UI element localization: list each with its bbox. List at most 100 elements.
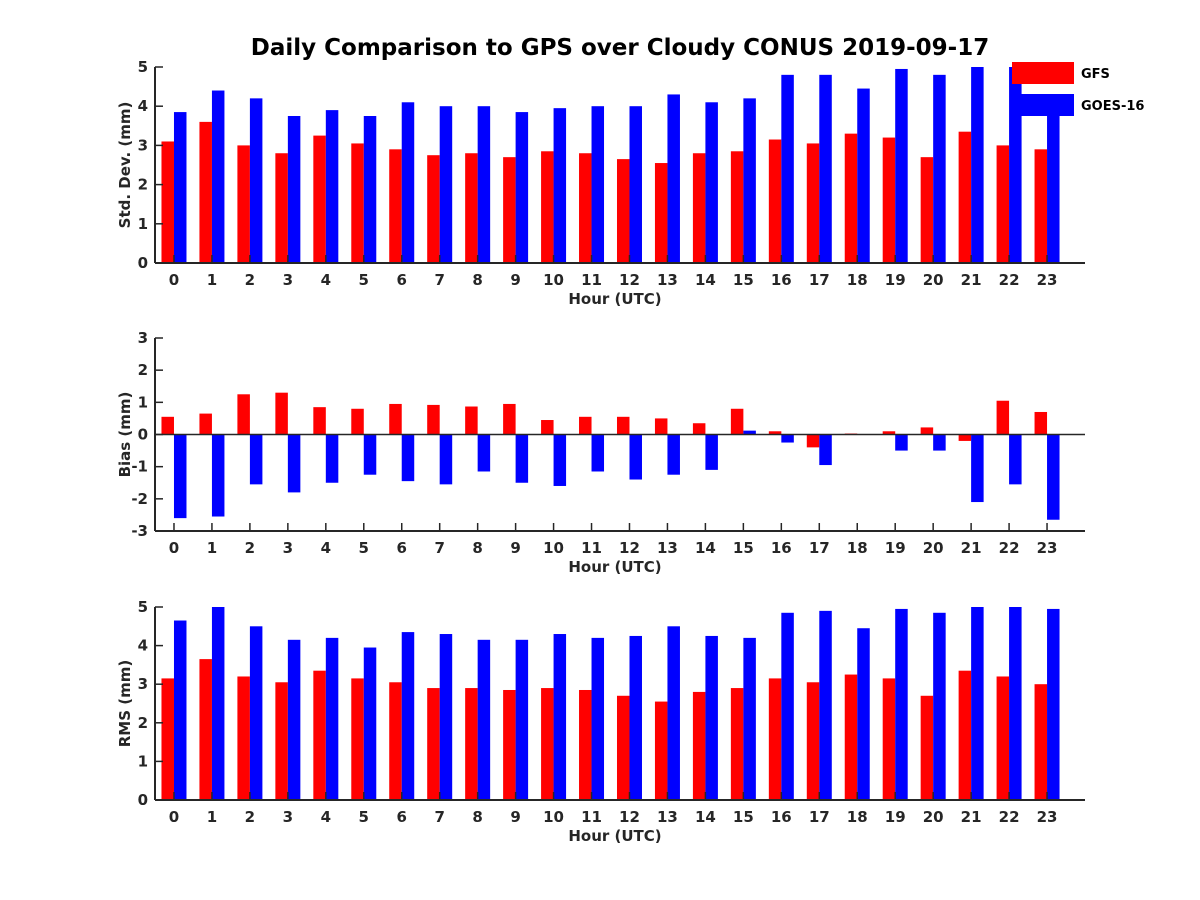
- x-tick-label: 0: [169, 539, 179, 557]
- bar-goes-16-14: [705, 635, 718, 800]
- bar-goes-16-15: [743, 98, 756, 263]
- bar-goes-16-10: [553, 108, 567, 263]
- bar-gfs-14: [692, 153, 706, 263]
- bar-goes-16-0: [173, 434, 187, 519]
- x-tick-label: 3: [283, 808, 293, 826]
- x-tick-label: 23: [1037, 539, 1058, 557]
- bar-goes-16-23: [1047, 434, 1060, 520]
- bar-goes-16-16: [781, 74, 794, 263]
- x-tick-label: 15: [733, 271, 754, 289]
- bar-gfs-22: [996, 400, 1010, 435]
- chart-title: Daily Comparison to GPS over Cloudy CONU…: [251, 35, 989, 61]
- y-tick-label: -1: [131, 458, 148, 476]
- bar-gfs-3: [275, 153, 288, 263]
- bar-gfs-12: [616, 695, 630, 800]
- y-tick-label: 2: [138, 714, 148, 732]
- bar-gfs-3: [275, 682, 288, 800]
- bar-gfs-10: [541, 420, 554, 435]
- bar-gfs-0: [161, 678, 174, 800]
- x-tick-label: 23: [1037, 808, 1058, 826]
- x-tick-label: 9: [510, 271, 520, 289]
- x-tick-label: 1: [207, 539, 217, 557]
- bar-gfs-3: [275, 392, 288, 435]
- bar-goes-16-17: [819, 74, 832, 263]
- bar-goes-16-10: [553, 634, 567, 800]
- x-tick-label: 2: [245, 808, 255, 826]
- bar-gfs-21: [958, 434, 972, 441]
- y-tick-label: 2: [138, 361, 148, 379]
- bar-goes-16-2: [249, 626, 263, 800]
- bar-gfs-12: [616, 159, 630, 263]
- y-tick-label: 5: [138, 598, 148, 616]
- x-tick-label: 20: [923, 271, 944, 289]
- bar-gfs-6: [389, 149, 402, 263]
- bar-gfs-10: [541, 151, 554, 263]
- bar-gfs-11: [579, 689, 592, 800]
- x-tick-label: 10: [543, 271, 564, 289]
- x-tick-label: 18: [847, 539, 868, 557]
- x-tick-label: 18: [847, 271, 868, 289]
- bar-goes-16-1: [211, 434, 225, 517]
- bar-gfs-9: [503, 157, 516, 263]
- bar-gfs-13: [654, 163, 668, 263]
- bar-goes-16-21: [971, 607, 984, 800]
- bar-gfs-23: [1034, 684, 1048, 800]
- x-tick-label: 13: [657, 808, 678, 826]
- x-tick-label: 7: [434, 808, 444, 826]
- y-tick-label: 4: [138, 637, 148, 655]
- bar-goes-16-6: [401, 102, 415, 263]
- bar-gfs-2: [237, 676, 250, 800]
- bar-goes-16-22: [1009, 434, 1022, 485]
- bar-goes-16-11: [591, 106, 605, 263]
- bar-gfs-22: [996, 676, 1010, 800]
- x-tick-label: 21: [961, 539, 982, 557]
- bar-goes-16-7: [439, 434, 453, 485]
- bar-gfs-9: [503, 403, 516, 435]
- x-tick-label: 3: [283, 271, 293, 289]
- x-tick-label: 14: [695, 808, 716, 826]
- bar-goes-16-9: [515, 639, 529, 800]
- y-tick-label: -2: [131, 490, 148, 508]
- bar-gfs-9: [503, 689, 516, 800]
- y-tick-label: 3: [138, 136, 148, 154]
- bar-goes-16-22: [1009, 607, 1022, 800]
- y-tick-label: 0: [138, 254, 148, 272]
- bar-gfs-21: [958, 131, 972, 263]
- bar-goes-16-2: [249, 434, 263, 485]
- x-tick-label: 16: [771, 539, 792, 557]
- bar-goes-16-12: [629, 106, 642, 263]
- x-tick-label: 17: [809, 539, 830, 557]
- x-tick-label: 16: [771, 808, 792, 826]
- bar-goes-16-10: [553, 434, 567, 486]
- bar-gfs-16: [768, 431, 782, 435]
- x-tick-label: 5: [359, 539, 369, 557]
- x-tick-label: 8: [472, 539, 482, 557]
- x-axis-label: Hour (UTC): [568, 827, 661, 845]
- x-tick-label: 8: [472, 808, 482, 826]
- bar-goes-16-19: [895, 68, 908, 264]
- bar-goes-16-9: [515, 112, 529, 263]
- y-tick-label: -3: [131, 522, 148, 540]
- bar-goes-16-12: [629, 635, 642, 800]
- x-tick-label: 4: [321, 271, 331, 289]
- bar-goes-16-3: [287, 639, 301, 800]
- bar-gfs-1: [199, 413, 212, 435]
- y-tick-label: 3: [138, 675, 148, 693]
- x-tick-label: 11: [581, 271, 602, 289]
- y-axis-label: Std. Dev. (mm): [116, 102, 134, 229]
- bar-gfs-5: [351, 678, 364, 800]
- bar-goes-16-15: [743, 430, 756, 435]
- x-tick-label: 8: [472, 271, 482, 289]
- bar-gfs-5: [351, 143, 364, 263]
- bar-goes-16-0: [173, 620, 187, 800]
- bar-gfs-21: [958, 670, 972, 800]
- bar-goes-16-20: [933, 434, 946, 451]
- x-tick-label: 6: [397, 808, 407, 826]
- bar-gfs-20: [920, 695, 934, 800]
- bar-gfs-19: [882, 137, 896, 263]
- bar-gfs-23: [1034, 149, 1048, 263]
- x-tick-label: 1: [207, 271, 217, 289]
- bar-goes-16-19: [895, 434, 908, 451]
- x-tick-label: 9: [510, 808, 520, 826]
